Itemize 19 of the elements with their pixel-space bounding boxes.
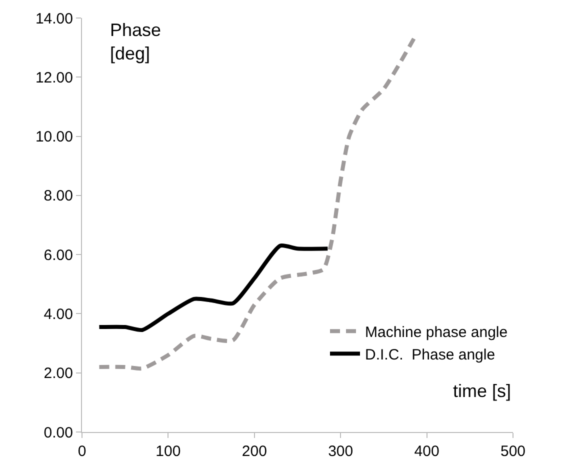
y-tick-label: 10.00: [35, 128, 73, 146]
line-series: [97, 244, 330, 332]
x-tick-label: 400: [414, 443, 440, 460]
y-tick-label: 4.00: [44, 306, 73, 323]
legend-label: Machine phase angle: [365, 324, 508, 341]
y-tick-label: 2.00: [44, 365, 73, 382]
y-tick-label: 0.00: [44, 424, 73, 442]
x-tick-label: 300: [328, 443, 354, 460]
x-tick-label: 200: [242, 443, 267, 460]
y-tick-label: 12.00: [35, 69, 73, 86]
x-tick-label: 0: [78, 443, 86, 460]
y-tick-label: 14.00: [35, 10, 73, 28]
y-tick-label: 6.00: [44, 246, 73, 264]
x-tick-label: 500: [500, 443, 526, 460]
legend-label: D.I.C. Phase angle: [365, 346, 496, 364]
x-tick-label: 100: [156, 443, 181, 460]
y-tick-label: 8.00: [44, 188, 73, 205]
y-axis-title: Phase [deg]: [110, 20, 162, 64]
x-axis-title: time [s]: [453, 381, 512, 401]
